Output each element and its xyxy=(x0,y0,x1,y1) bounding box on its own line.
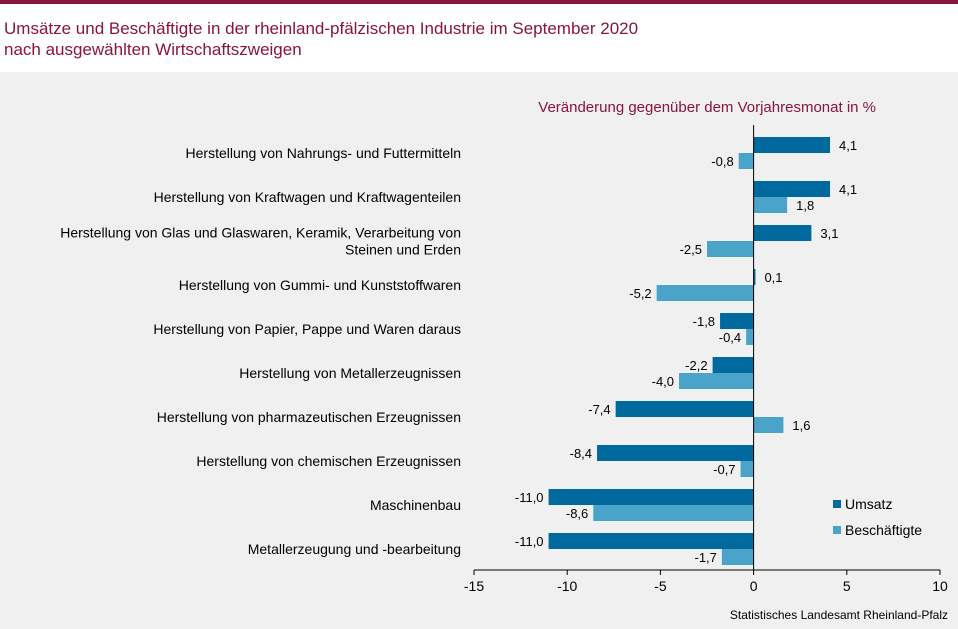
data-label: -7,4 xyxy=(588,402,610,417)
data-label: 4,1 xyxy=(839,138,857,153)
bar-umsatz xyxy=(549,489,754,505)
category-label: Herstellung von Papier, Pappe und Waren … xyxy=(153,321,461,337)
category-label-line: Herstellung von Gummi- und Kunststoffwar… xyxy=(179,277,461,293)
bar-beschaeftigte xyxy=(741,461,754,477)
category-label: Herstellung von Gummi- und Kunststoffwar… xyxy=(179,277,461,293)
data-label: -4,0 xyxy=(652,374,674,389)
data-label: -11,0 xyxy=(515,490,544,505)
data-label: 4,1 xyxy=(839,182,857,197)
data-label: -5,2 xyxy=(629,286,651,301)
data-label: -8,6 xyxy=(566,506,588,521)
category-label-line: Herstellung von Papier, Pappe und Waren … xyxy=(153,321,461,337)
category-row: Maschinenbau -11,0 -8,6 xyxy=(370,489,754,521)
source-note: Statistisches Landesamt Rheinland-Pfalz xyxy=(730,608,948,622)
bar-chart: Veränderung gegenüber dem Vorjahresmonat… xyxy=(0,0,958,629)
data-label: -0,8 xyxy=(711,154,733,169)
category-label-line: Metallerzeugung und -bearbeitung xyxy=(248,541,461,557)
data-label: -1,8 xyxy=(693,314,715,329)
x-tick-label: -5 xyxy=(654,578,667,594)
category-label: Herstellung von Kraftwagen und Kraftwage… xyxy=(154,189,461,205)
bar-beschaeftigte xyxy=(593,505,753,521)
bars-layer: Herstellung von Nahrungs- und Futtermitt… xyxy=(60,125,857,570)
data-label: -8,4 xyxy=(570,446,592,461)
category-label-line: Herstellung von Kraftwagen und Kraftwage… xyxy=(154,189,461,205)
category-label: Herstellung von Metallerzeugnissen xyxy=(239,365,461,381)
data-label: -0,7 xyxy=(713,462,735,477)
x-tick-label: -10 xyxy=(557,578,577,594)
category-label-line: Steinen und Erden xyxy=(345,242,461,258)
bar-umsatz xyxy=(597,445,754,461)
bar-umsatz xyxy=(754,137,830,153)
data-label: 1,6 xyxy=(792,418,810,433)
category-label-line: Herstellung von pharmazeutischen Erzeugn… xyxy=(157,409,461,425)
category-label-line: Herstellung von Glas und Glaswaren, Kera… xyxy=(60,225,461,241)
legend-item: Umsatz xyxy=(833,496,892,512)
category-label: Herstellung von chemischen Erzeugnissen xyxy=(196,453,461,469)
legend-label: Umsatz xyxy=(845,496,892,512)
category-row: Herstellung von Gummi- und Kunststoffwar… xyxy=(179,269,783,301)
bar-umsatz xyxy=(713,357,754,373)
bar-beschaeftigte xyxy=(707,241,754,257)
data-label: 3,1 xyxy=(820,226,838,241)
bar-beschaeftigte xyxy=(754,417,784,433)
category-label: Herstellung von Nahrungs- und Futtermitt… xyxy=(186,145,461,161)
data-label: -2,5 xyxy=(680,242,702,257)
category-label-line: Herstellung von Metallerzeugnissen xyxy=(239,365,461,381)
category-label-line: Herstellung von chemischen Erzeugnissen xyxy=(196,453,461,469)
bar-beschaeftigte xyxy=(722,549,754,565)
category-row: Herstellung von Glas und Glaswaren, Kera… xyxy=(60,225,838,258)
bar-beschaeftigte xyxy=(754,197,788,213)
category-row: Herstellung von Kraftwagen und Kraftwage… xyxy=(154,181,858,213)
category-row: Herstellung von chemischen Erzeugnissen -… xyxy=(196,445,753,477)
category-label: Herstellung von pharmazeutischen Erzeugn… xyxy=(157,409,461,425)
x-tick-label: 10 xyxy=(932,578,948,594)
bar-beschaeftigte xyxy=(679,373,754,389)
bar-umsatz xyxy=(720,313,754,329)
category-label-line: Maschinenbau xyxy=(370,497,461,513)
category-row: Herstellung von Nahrungs- und Futtermitt… xyxy=(186,137,858,169)
data-label: -1,7 xyxy=(695,550,717,565)
x-tick-label: 5 xyxy=(843,578,851,594)
bar-umsatz xyxy=(549,533,754,549)
data-label: -0,4 xyxy=(719,330,741,345)
category-label: Herstellung von Glas und Glaswaren, Kera… xyxy=(60,225,461,258)
data-label: -11,0 xyxy=(515,534,544,549)
category-row: Herstellung von Metallerzeugnissen -2,2 -4… xyxy=(239,357,753,389)
category-row: Herstellung von pharmazeutischen Erzeugn… xyxy=(157,401,811,433)
chart-subtitle: Veränderung gegenüber dem Vorjahresmonat… xyxy=(538,99,876,116)
bar-umsatz xyxy=(616,401,754,417)
bar-beschaeftigte xyxy=(739,153,754,169)
legend: Umsatz Beschäftigte xyxy=(833,496,922,538)
category-row: Metallerzeugung und -bearbeitung -11,0 -1,… xyxy=(248,533,754,565)
x-axis: -15 -10 -5 0 5 10 xyxy=(464,570,948,594)
category-label-line: Herstellung von Nahrungs- und Futtermitt… xyxy=(186,145,461,161)
bar-beschaeftigte xyxy=(657,285,754,301)
data-label: 1,8 xyxy=(796,198,814,213)
legend-swatch xyxy=(833,526,841,534)
data-label: -2,2 xyxy=(685,358,707,373)
bar-umsatz xyxy=(754,225,812,241)
bar-beschaeftigte xyxy=(746,329,753,345)
x-tick-label: 0 xyxy=(750,578,758,594)
x-tick-label: -15 xyxy=(464,578,484,594)
legend-label: Beschäftigte xyxy=(845,522,922,538)
category-row: Herstellung von Papier, Pappe und Waren … xyxy=(153,313,753,345)
data-label: 0,1 xyxy=(764,270,782,285)
bar-umsatz xyxy=(754,181,830,197)
legend-item: Beschäftigte xyxy=(833,522,922,538)
category-label: Metallerzeugung und -bearbeitung xyxy=(248,541,461,557)
legend-swatch xyxy=(833,500,841,508)
category-label: Maschinenbau xyxy=(370,497,461,513)
